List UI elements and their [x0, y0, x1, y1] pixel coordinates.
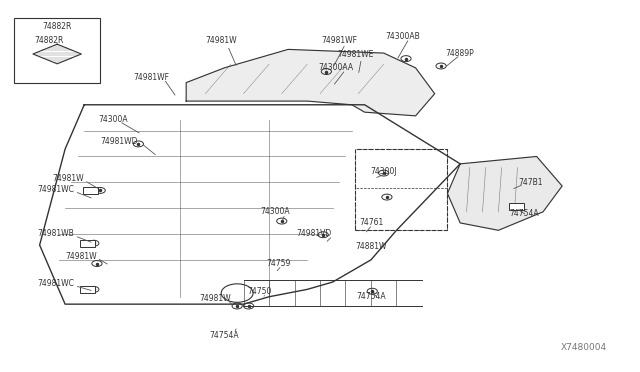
Text: 74300AA: 74300AA [318, 63, 353, 72]
Text: 74981WB: 74981WB [37, 230, 74, 238]
Text: 74981VD: 74981VD [296, 230, 332, 238]
Text: 747B1: 747B1 [518, 178, 543, 187]
Text: 74981W: 74981W [199, 294, 230, 303]
Text: 74881W: 74881W [355, 243, 387, 251]
Bar [80, 240, 95, 247]
Bar [14, 18, 100, 83]
Text: 74981W: 74981W [65, 251, 97, 261]
Text: 74981WC: 74981WC [37, 279, 74, 288]
Text: 74981WF: 74981WF [133, 73, 169, 81]
Text: 74889P: 74889P [446, 49, 475, 58]
Bar [83, 187, 99, 194]
Bar [80, 286, 95, 293]
Text: 74981W: 74981W [205, 36, 237, 45]
Text: 74981WD: 74981WD [100, 137, 138, 146]
Text: 74754A: 74754A [210, 331, 239, 340]
Text: 74981WC: 74981WC [37, 185, 74, 194]
Text: 74754A: 74754A [509, 209, 539, 218]
Bar [509, 203, 524, 210]
Text: 74754A: 74754A [356, 292, 386, 301]
Text: 74300A: 74300A [260, 207, 290, 217]
Text: 74981WF: 74981WF [321, 36, 357, 45]
Text: 74761: 74761 [359, 218, 383, 227]
Polygon shape [447, 157, 562, 230]
Text: 74981WE: 74981WE [337, 51, 373, 60]
Text: 74882R: 74882R [35, 36, 64, 45]
Text: 74300A: 74300A [98, 115, 128, 124]
Text: 74300AB: 74300AB [385, 32, 420, 41]
Text: X7480004: X7480004 [561, 343, 607, 352]
Text: 74759: 74759 [266, 259, 291, 268]
Text: 74300J: 74300J [371, 167, 397, 176]
Text: 74750: 74750 [247, 287, 271, 296]
Polygon shape [186, 49, 435, 116]
Text: 74882R: 74882R [42, 22, 72, 31]
Text: 74981W: 74981W [52, 174, 84, 183]
Bar [355, 149, 447, 230]
